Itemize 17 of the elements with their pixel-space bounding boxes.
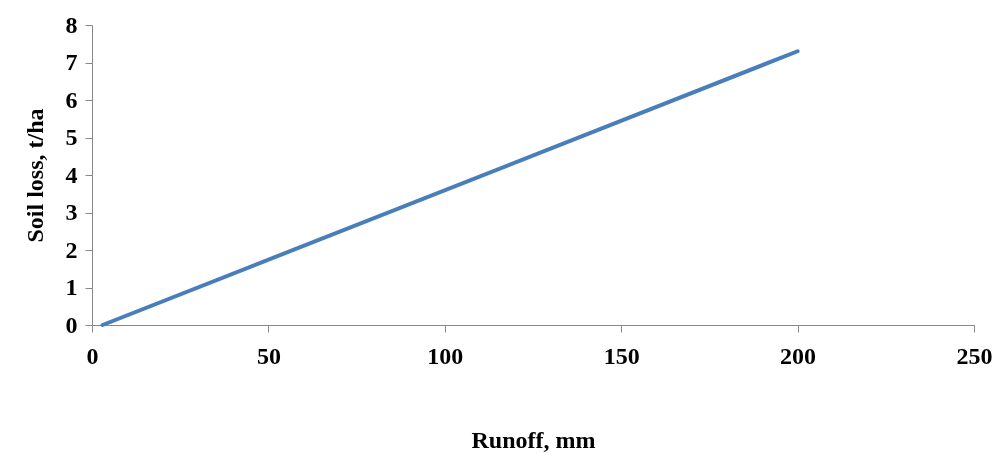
x-axis-title: Runoff, mm xyxy=(471,426,596,453)
x-tick-label: 100 xyxy=(427,342,464,369)
y-tick-label: 3 xyxy=(65,199,78,225)
x-tick-label: 150 xyxy=(603,342,640,369)
y-tick-label: 0 xyxy=(65,311,78,338)
x-tick-label: 250 xyxy=(956,342,993,369)
y-tick-label: 7 xyxy=(65,49,78,75)
y-tick-label: 2 xyxy=(65,236,78,263)
y-tick-label: 6 xyxy=(65,86,78,113)
y-tick-label: 4 xyxy=(65,161,78,188)
x-tick-label: 200 xyxy=(780,342,817,369)
y-axis-title: Soil loss, t/ha xyxy=(21,108,48,243)
x-tick-label: 50 xyxy=(256,342,281,369)
y-tick-label: 1 xyxy=(65,274,78,300)
y-tick-label: 5 xyxy=(65,124,78,150)
y-tick-label: 8 xyxy=(65,11,78,38)
x-tick-label: 0 xyxy=(86,342,99,369)
